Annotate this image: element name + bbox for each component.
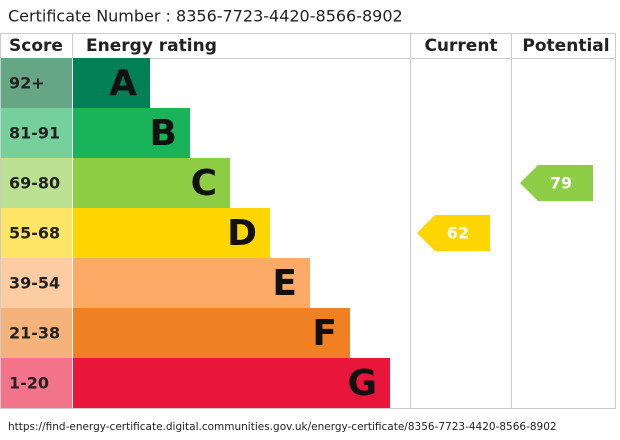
rating-bar	[73, 358, 390, 408]
current-arrow	[417, 215, 490, 251]
potential-value: 79	[550, 174, 572, 193]
header-potential: Potential	[522, 36, 609, 56]
rating-bar	[73, 158, 230, 208]
score-cell	[1, 158, 72, 208]
rating-letter: D	[227, 213, 257, 254]
score-label: 1-20	[9, 374, 49, 393]
rating-bar	[73, 58, 150, 108]
header-current: Current	[424, 36, 497, 56]
rating-bar	[73, 308, 350, 358]
score-cell	[1, 358, 72, 408]
rating-letter: A	[109, 63, 137, 104]
score-cell	[1, 258, 72, 308]
score-cell	[1, 58, 72, 108]
rating-letter: C	[191, 163, 217, 204]
score-cell	[1, 108, 72, 158]
rating-letter: B	[150, 113, 177, 154]
rating-letter: E	[272, 263, 297, 304]
score-cell	[1, 208, 72, 258]
score-label: 21-38	[9, 324, 60, 343]
rating-letter: G	[347, 363, 377, 404]
score-label: 39-54	[9, 274, 60, 293]
certificate-number: Certificate Number : 8356-7723-4420-8566…	[8, 7, 403, 26]
certificate-url: https://find-energy-certificate.digital.…	[8, 421, 557, 433]
score-label: 69-80	[9, 174, 60, 193]
rating-bar	[73, 108, 190, 158]
score-label: 55-68	[9, 224, 60, 243]
header-score: Score	[9, 36, 63, 56]
score-label: 92+	[9, 74, 45, 93]
rating-letter: F	[312, 313, 337, 354]
current-value: 62	[447, 224, 469, 243]
rating-bar	[73, 208, 270, 258]
potential-arrow	[520, 165, 593, 201]
table-frame	[0, 33, 616, 409]
header-rating: Energy rating	[86, 36, 217, 56]
score-cell	[1, 308, 72, 358]
score-label: 81-91	[9, 124, 60, 143]
rating-bar	[73, 258, 310, 308]
